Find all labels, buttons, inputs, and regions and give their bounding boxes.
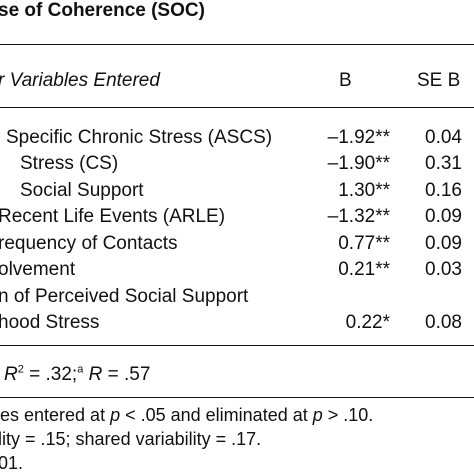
r-squared-symbol: R — [4, 364, 18, 385]
row-8-label: hood Stress — [0, 312, 100, 333]
row-1-b: –1.92** — [327, 127, 390, 148]
row-3-label: Social Support — [20, 180, 144, 201]
note-1-p-symbol: p — [110, 405, 121, 425]
row-2-se: 0.31 — [425, 153, 462, 174]
note-1-text-c: > .10. — [322, 405, 374, 425]
row-3-se: 0.16 — [425, 180, 462, 201]
column-header-variables: r Variables Entered — [0, 70, 160, 91]
row-4-label: Recent Life Events (ARLE) — [0, 206, 226, 227]
row-5-label: requency of Contacts — [0, 233, 178, 254]
row-2-b: –1.90** — [327, 153, 390, 174]
row-4-b: –1.32** — [327, 206, 390, 227]
note-line-2: lity = .15; shared variability = .17. — [0, 429, 262, 449]
r-symbol: R — [88, 364, 103, 385]
row-6-se: 0.03 — [425, 259, 462, 280]
note-1-text-b: < .05 and eliminated at — [120, 405, 313, 425]
note-1-text-a: les entered at — [0, 405, 111, 425]
row-8-b: 0.22* — [345, 312, 390, 333]
column-header-b: B — [339, 70, 352, 91]
note-line-1: les entered at p < .05 and eliminated at… — [0, 404, 373, 426]
row-6-label: olvement — [0, 259, 76, 280]
row-4-se: 0.09 — [425, 206, 462, 227]
r-value: = .57 — [102, 364, 151, 385]
bottom-rule — [0, 397, 474, 398]
body-rule — [0, 345, 474, 346]
row-6-b: 0.21** — [338, 259, 390, 280]
column-header-se-b: SE B — [417, 70, 461, 91]
row-5-se: 0.09 — [425, 233, 462, 254]
row-2-label: Stress (CS) — [20, 153, 119, 174]
row-7-label: n of Perceived Social Support — [0, 286, 249, 307]
row-1-se: 0.04 — [425, 127, 462, 148]
r-squared-value: = .32; — [23, 364, 78, 385]
r-squared-footnote-mark: a — [77, 363, 84, 376]
row-1-label: Specific Chronic Stress (ASCS) — [6, 127, 273, 148]
header-rule — [0, 107, 474, 108]
row-8-se: 0.08 — [425, 312, 462, 333]
top-rule — [0, 44, 474, 45]
note-line-3: 01. — [0, 453, 24, 473]
row-5-b: 0.77** — [338, 233, 390, 254]
r-squared-exponent: 2 — [17, 363, 24, 376]
note-1-p-symbol-2: p — [312, 405, 323, 425]
table-title: se of Coherence (SOC) — [0, 0, 205, 21]
model-fit-stats: R2 = .32;a R = .57 — [4, 364, 150, 386]
row-3-b: 1.30** — [338, 180, 390, 201]
